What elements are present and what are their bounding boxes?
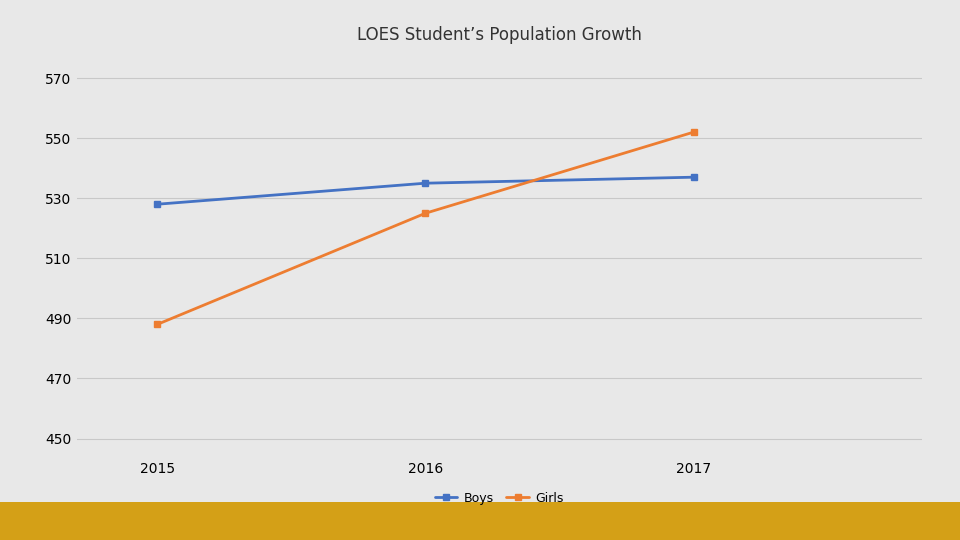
Boys	[420, 180, 431, 186]
Girls	[420, 210, 431, 217]
Boys	[688, 174, 700, 180]
Line: Boys: Boys	[155, 174, 696, 207]
Girls	[152, 321, 163, 328]
Girls	[688, 129, 700, 136]
Line: Girls: Girls	[155, 130, 696, 327]
Title: LOES Student’s Population Growth: LOES Student’s Population Growth	[357, 26, 641, 44]
Boys	[152, 201, 163, 207]
Legend: Boys, Girls: Boys, Girls	[435, 492, 564, 505]
